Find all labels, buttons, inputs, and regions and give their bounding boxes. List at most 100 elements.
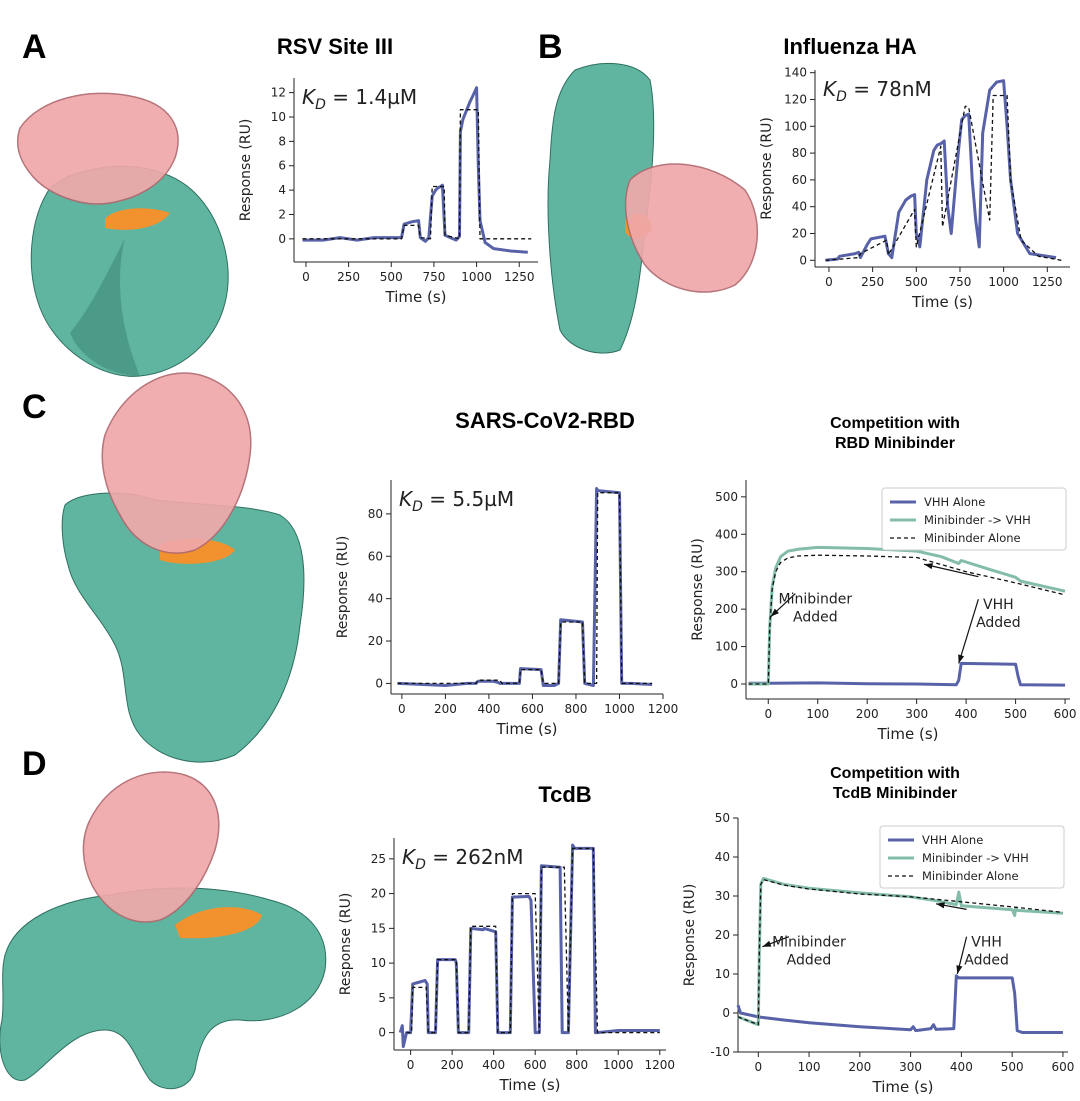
series-line-data (825, 79, 1057, 262)
y-axis-label: Response (RU) (335, 536, 351, 639)
x-tick-label: 100 (798, 1060, 821, 1074)
y-tick-label: 4 (278, 183, 286, 197)
x-axis-label: Time (s) (872, 1078, 934, 1096)
annotation-label: Added (787, 953, 832, 969)
x-axis-label: Time (s) (385, 288, 447, 306)
x-tick-label: 750 (422, 270, 445, 284)
y-axis-label: Response (RU) (759, 117, 775, 220)
x-axis-label: Time (s) (499, 1076, 561, 1094)
chart-b-influenza: 0 250 500 750 1000 1250 0 20 40 60 80 100 120 140 Time… (759, 66, 1070, 311)
y-tick-label: 500 (715, 490, 738, 504)
y-tick-label: 10 (371, 956, 386, 970)
series-line-minibinder-alone (748, 554, 1066, 685)
series-line-fit (406, 847, 660, 1034)
panel-letter-b: B (538, 28, 563, 66)
y-tick-label: -10 (710, 1045, 730, 1059)
y-tick-label: 20 (371, 887, 386, 901)
annotation-arrowhead (770, 608, 779, 617)
x-tick-label: 800 (565, 1058, 588, 1072)
y-tick-label: 0 (375, 676, 383, 690)
x-tick-label: 750 (949, 275, 972, 289)
binder-cartoon-b (624, 163, 758, 293)
y-tick-label: 40 (792, 200, 807, 214)
series-line-data (397, 487, 653, 687)
series-line-fit (302, 109, 532, 240)
x-tick-label: 500 (905, 275, 928, 289)
competition-title-d-line2: TcdB Minibinder (832, 785, 958, 802)
annotation-label: Added (976, 615, 1021, 631)
y-tick-label: 20 (368, 634, 383, 648)
y-axis-label: Response (RU) (238, 119, 254, 222)
y-tick-label: 8 (278, 134, 286, 148)
binder-cartoon-d (82, 771, 220, 923)
chart-c-competition: 0 100 200 300 400 500 600 0 100 200 300 400 500 Time … (690, 480, 1077, 743)
series-line-data (302, 86, 528, 254)
x-tick-label: 600 (521, 702, 544, 716)
legend-label: VHH Alone (922, 833, 983, 847)
y-tick-label: 200 (715, 602, 738, 616)
y-tick-label: 0 (730, 677, 738, 691)
x-axis-label: Time (s) (496, 720, 558, 738)
kd-annotation: KD = 1.4µM (302, 85, 417, 113)
series-line-minibinder-alone (737, 878, 1063, 1026)
y-tick-label: 80 (792, 146, 807, 160)
y-axis-label: Response (RU) (338, 893, 354, 996)
y-tick-label: 0 (799, 253, 807, 267)
y-tick-label: 120 (784, 92, 807, 106)
x-tick-label: 400 (482, 1058, 505, 1072)
chart-d-tcdb: 0 200 400 600 800 1000 1200 0 5 10 15 20 25 Time (s) R… (338, 838, 675, 1094)
structure-image-c (61, 372, 305, 763)
panel-title-c: SARS-CoV2-RBD (455, 408, 635, 433)
x-tick-label: 600 (524, 1058, 547, 1072)
x-tick-label: 1000 (603, 1058, 634, 1072)
y-tick-label: 40 (368, 592, 383, 606)
y-axis-label: Response (RU) (682, 884, 698, 987)
panel-letter-c: C (22, 388, 47, 426)
panel-title-a: RSV Site III (276, 34, 394, 59)
x-tick-label: 800 (565, 702, 588, 716)
series-line-fit (397, 492, 653, 685)
series-line-minibinder-vhh (748, 545, 1066, 686)
chart-D-competition-plot: 0 100 200 300 400 500 600 -10 0 10 20 30 40 50 Time (s… (682, 811, 1074, 1096)
y-tick-label: 15 (371, 921, 386, 935)
chart-D-plot: 0 200 400 600 800 1000 1200 0 5 10 15 20 25 Time (s) R… (338, 838, 675, 1094)
x-tick-label: 250 (337, 270, 360, 284)
legend-label: Minibinder -> VHH (924, 513, 1031, 527)
annotation-arrowhead (936, 902, 945, 909)
x-tick-label: 250 (861, 275, 884, 289)
legend-box (879, 825, 1065, 889)
x-tick-label: 100 (806, 707, 829, 721)
y-tick-label: 0 (722, 1006, 730, 1020)
x-tick-label: 300 (905, 707, 928, 721)
y-tick-label: 10 (715, 967, 730, 981)
chart-C-plot: 0 200 400 600 800 1000 1200 0 20 40 60 80 Time (s) Re… (335, 480, 678, 738)
y-tick-label: 20 (715, 928, 730, 942)
annotation-label: VHH (971, 935, 1002, 951)
y-tick-label: 80 (368, 507, 383, 521)
kd-annotation: KD = 5.5µM (399, 487, 514, 515)
competition-title-d: Competition with TcdB Minibinder (780, 764, 1010, 804)
legend-label: Minibinder -> VHH (922, 851, 1029, 865)
x-tick-label: 200 (434, 702, 457, 716)
y-tick-label: 25 (371, 852, 386, 866)
y-tick-label: 0 (278, 232, 286, 246)
series-line-fit (825, 94, 1062, 261)
x-tick-label: 600 (1051, 1060, 1074, 1074)
series-line-vhh-alone (748, 661, 1066, 687)
x-tick-label: 0 (407, 1058, 415, 1072)
y-tick-label: 40 (715, 850, 730, 864)
x-tick-label: 1000 (604, 702, 635, 716)
y-tick-label: 140 (784, 66, 807, 80)
x-tick-label: 200 (441, 1058, 464, 1072)
chart-a-rsv: 0 250 500 750 1000 1250 0 2 4 6 8 10 12 Time (s) Respo… (238, 78, 538, 306)
y-tick-label: 100 (715, 640, 738, 654)
x-tick-label: 0 (754, 1060, 762, 1074)
legend-box (881, 487, 1067, 551)
annotation-label: Added (793, 610, 838, 626)
x-tick-label: 0 (398, 702, 406, 716)
x-axis-label: Time (s) (911, 293, 973, 311)
x-tick-label: 300 (899, 1060, 922, 1074)
chart-d-competition: 0 100 200 300 400 500 600 -10 0 10 20 30 40 50 Time (s… (682, 811, 1074, 1096)
y-tick-label: 0 (378, 1026, 386, 1040)
y-tick-label: 10 (271, 110, 286, 124)
